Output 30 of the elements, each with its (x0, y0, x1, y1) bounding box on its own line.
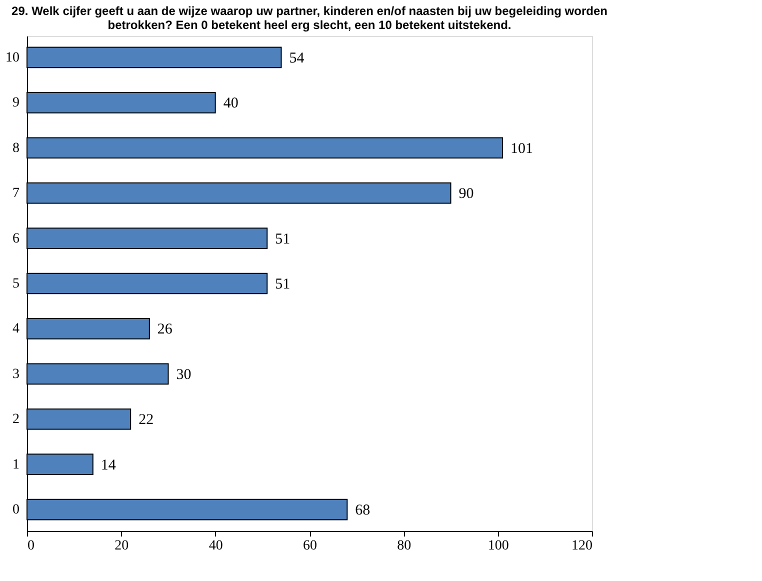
y-tick-label: 0 (12, 502, 20, 518)
x-tick-label: 80 (397, 538, 412, 554)
data-label: 101 (510, 140, 534, 157)
data-label: 54 (289, 50, 305, 66)
data-label: 22 (138, 412, 154, 428)
data-label: 14 (100, 457, 116, 474)
data-label: 40 (223, 96, 238, 112)
data-label: 68 (355, 502, 370, 519)
chart-title: 29. Welk cijfer geeft u aan de wijze waarop uw partner, kinderen en/of naasten bij uw begeleiding worden betrokken? Een 0 betekent heel erg slecht, een 10 betekent uitstekend. (12, 4, 608, 32)
x-tick-label: 0 (28, 538, 34, 554)
y-tick-label: 8 (12, 140, 20, 156)
x-tick-label: 60 (303, 538, 317, 554)
data-label: 26 (157, 322, 173, 338)
y-tick-label: 5 (12, 276, 20, 292)
x-tick-label: 100 (488, 538, 509, 554)
x-tick-label: 120 (572, 538, 592, 554)
data-label: 51 (275, 276, 290, 292)
y-tick-label: 10 (6, 50, 20, 66)
data-label: 90 (458, 186, 474, 202)
x-tick-label: 40 (208, 538, 223, 554)
y-tick-label: 3 (12, 366, 20, 382)
y-tick-label: 4 (12, 322, 20, 337)
y-tick-label: 1 (12, 457, 20, 472)
data-label: 51 (275, 231, 290, 248)
data-label: 30 (176, 366, 192, 383)
y-tick-label: 9 (12, 96, 20, 111)
y-tick-label: 7 (12, 186, 20, 202)
x-tick-label: 20 (114, 538, 129, 554)
y-tick-label: 6 (12, 231, 20, 246)
y-tick-label: 2 (12, 412, 20, 428)
